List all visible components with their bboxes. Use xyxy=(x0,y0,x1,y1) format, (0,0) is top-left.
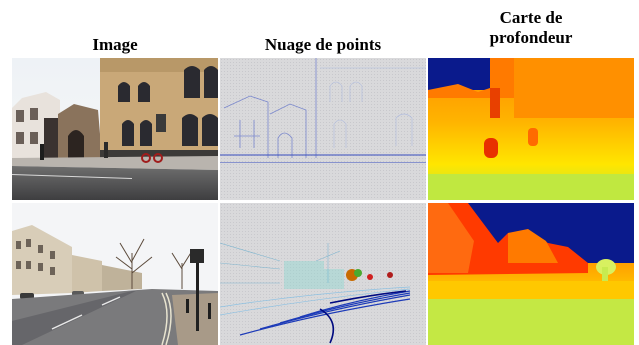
header-image: Image xyxy=(12,0,218,58)
header-depth-map: Carte de profondeur xyxy=(428,0,634,58)
header-point-cloud-label: Nuage de points xyxy=(264,35,382,54)
row1-depth-map xyxy=(428,58,634,200)
row1-camera-image xyxy=(12,58,218,200)
header-depth-map-line2: profondeur xyxy=(489,27,573,47)
header-point-cloud: Nuage de points xyxy=(220,0,426,58)
header-image-label: Image xyxy=(92,35,138,54)
row2-camera-image xyxy=(12,203,218,345)
row2-depth-map xyxy=(428,203,634,345)
row1-point-cloud xyxy=(220,58,426,200)
header-depth-map-line1: Carte de xyxy=(499,7,563,27)
row2-point-cloud xyxy=(220,203,426,345)
